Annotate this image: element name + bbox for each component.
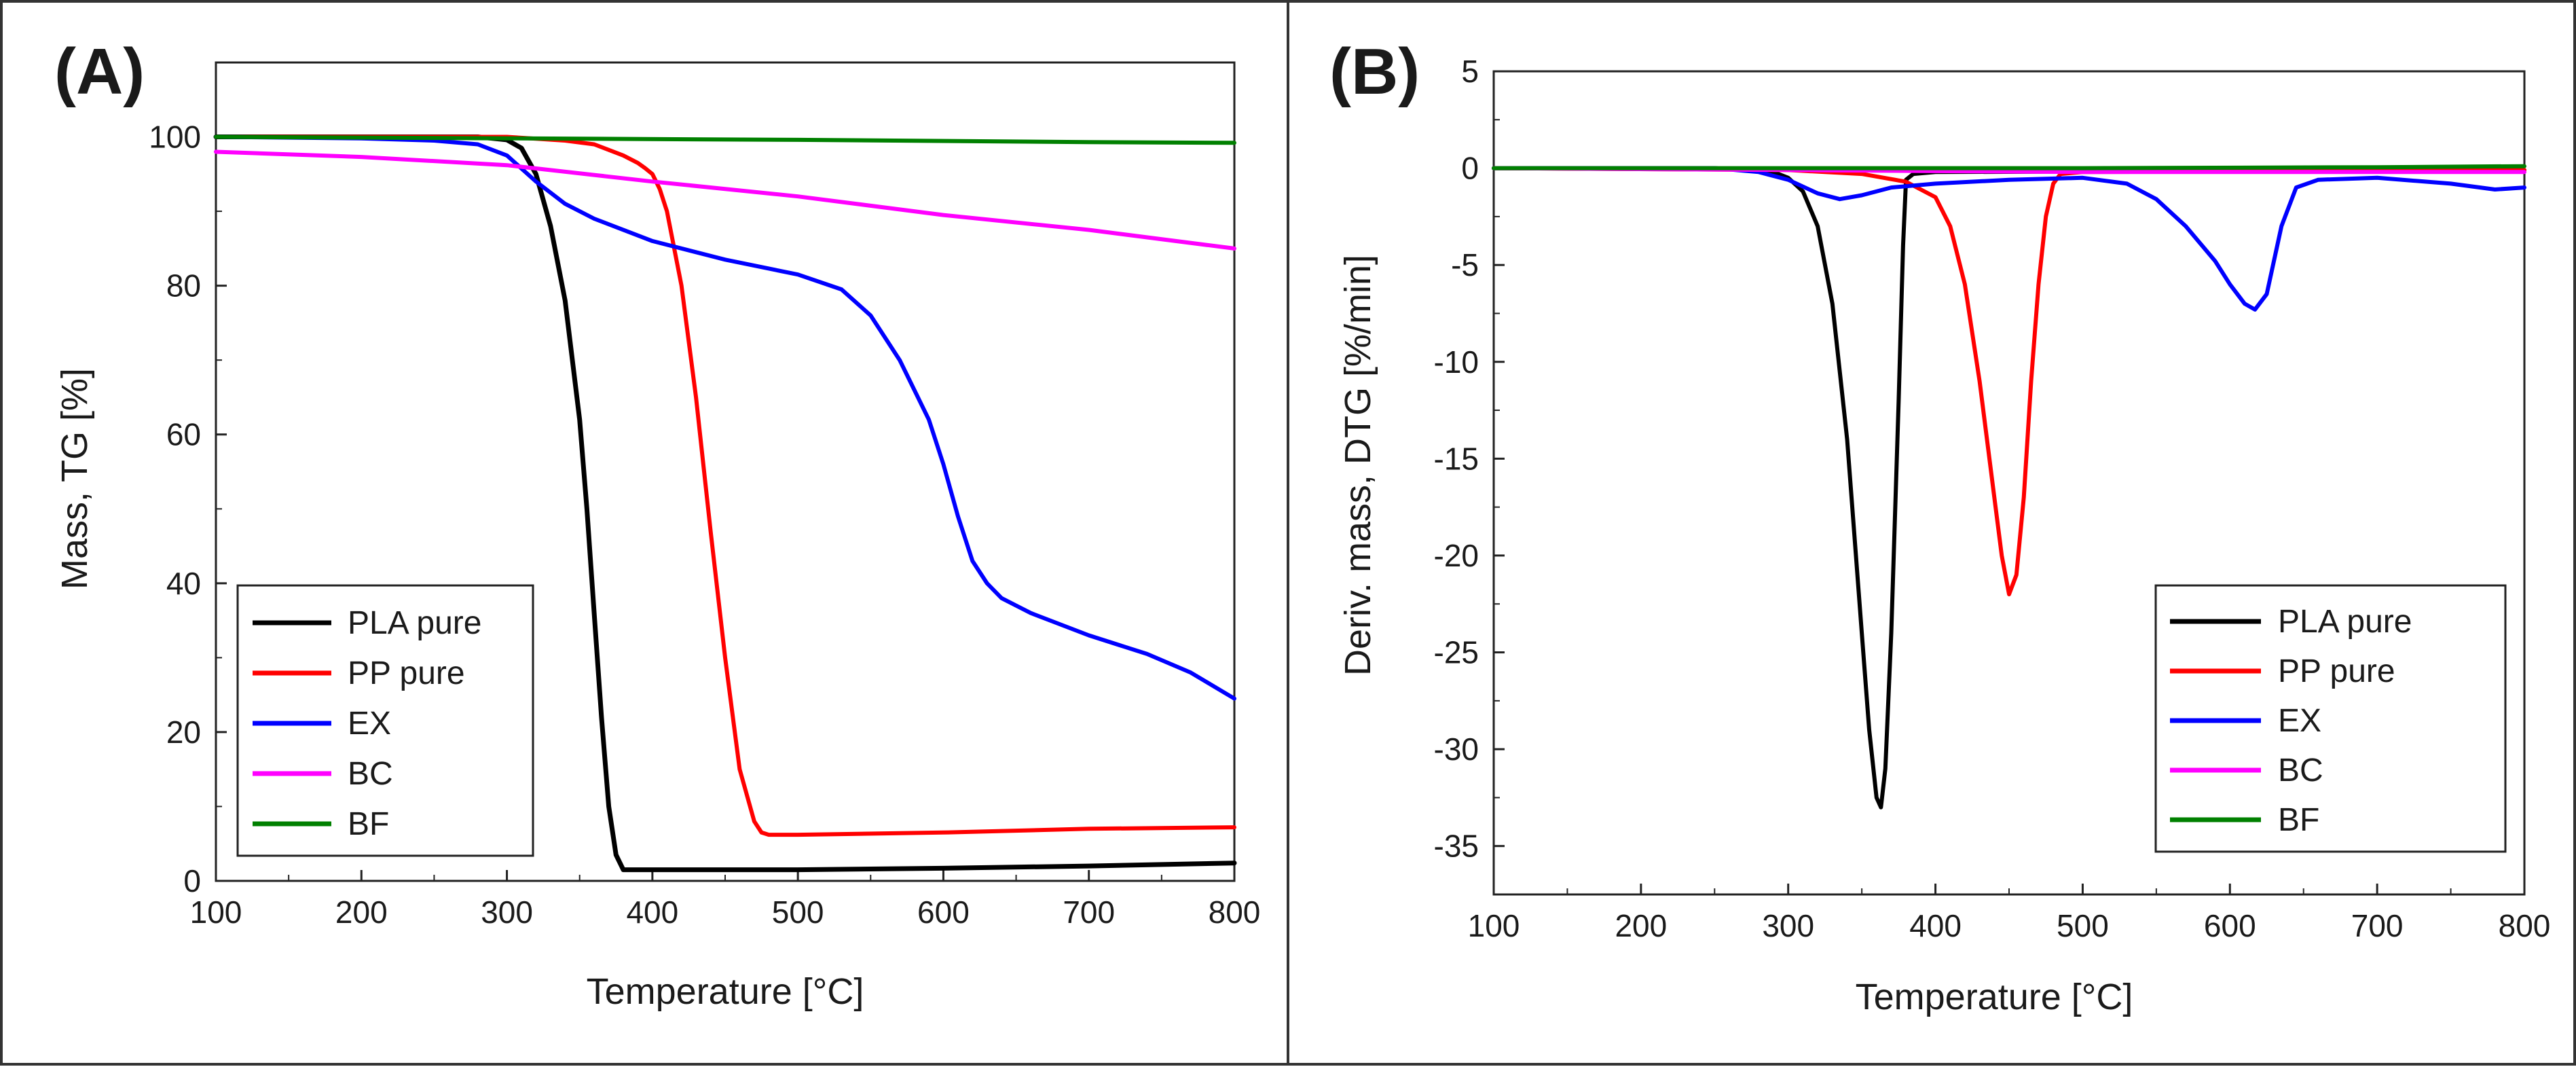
panel-b-xtick-label: 600 xyxy=(2204,908,2256,943)
panel-a-series-pp-pure xyxy=(214,134,1236,837)
panel-a-ytick-label: 40 xyxy=(166,566,201,601)
panel-a-xtick-label: 500 xyxy=(772,894,824,930)
panel-b-ytick-label: -10 xyxy=(1434,344,1479,380)
panel-a-ytick-label: 20 xyxy=(166,714,201,750)
panel-b-xtick-label: 300 xyxy=(1762,908,1814,943)
panel-a-ytick-label: 100 xyxy=(149,120,201,155)
legend-a-pla-pure: PLA pure xyxy=(348,605,481,641)
panel-b-ytick-label: -20 xyxy=(1434,538,1479,573)
panel-b-ytick-label: -35 xyxy=(1434,829,1479,864)
panel-b-ytick-label: -30 xyxy=(1434,731,1479,767)
panel-a-series-pla-pure xyxy=(213,134,1237,873)
panel-b-ytick-label: -25 xyxy=(1434,635,1479,670)
legend-a-pp-pure: PP pure xyxy=(348,655,465,691)
legend-b-bf: BF xyxy=(2278,802,2319,838)
panel-b-ytick-label: 5 xyxy=(1461,54,1479,89)
legend-b-bc: BC xyxy=(2278,753,2323,789)
panel-b-series-bf xyxy=(1492,164,2526,170)
legend-b-ex: EX xyxy=(2278,703,2321,739)
legend-a-bf: BF xyxy=(348,806,389,842)
panel-a-xtick-label: 100 xyxy=(190,894,242,930)
panel-a-xtick-label: 200 xyxy=(335,894,388,930)
panel-a-series-bc xyxy=(214,149,1236,251)
legend-b-pp-pure: PP pure xyxy=(2278,653,2395,689)
panel-a-ytick-label: 80 xyxy=(166,268,201,304)
panel-b-xtick-label: 100 xyxy=(1468,908,1520,943)
panel-a-legend: PLA pure PP pure EX BC BF xyxy=(348,605,481,842)
panel-a-series-ex xyxy=(214,134,1236,701)
panel-a-series-bf xyxy=(214,134,1236,145)
panel-b-letter: (B) xyxy=(1329,35,1420,108)
panel-a-ytick-label: 0 xyxy=(183,863,201,899)
panel-b-xtick-label: 500 xyxy=(2057,908,2109,943)
legend-a-bc: BC xyxy=(348,756,393,792)
panel-b-xtick-label: 800 xyxy=(2499,908,2551,943)
panel-a-legend-box xyxy=(236,584,534,857)
panel-a-ytick-label: 60 xyxy=(166,417,201,452)
panel-b-ytick-label: 0 xyxy=(1461,151,1479,186)
panel-b-ytick-label: -5 xyxy=(1451,247,1479,283)
panel-b-xtick-label: 700 xyxy=(2351,908,2404,943)
panel-b-xtick-label: 400 xyxy=(1909,908,1962,943)
panel-b-ylabel: Deriv. mass, DTG [%/min] xyxy=(1338,255,1378,676)
panel-b-xtick-label: 200 xyxy=(1615,908,1667,943)
panel-a-xtick-label: 600 xyxy=(917,894,970,930)
panel-b-ytick-label: -15 xyxy=(1434,441,1479,476)
panel-b-legend: PLA pure PP pure EX BC BF xyxy=(2278,604,2412,838)
legend-a-ex: EX xyxy=(348,706,391,742)
panel-a-letter: (A) xyxy=(54,35,145,108)
panel-b-xlabel: Temperature [°C] xyxy=(1856,977,2133,1017)
panel-a-xtick-label: 800 xyxy=(1209,894,1261,930)
legend-b-pla-pure: PLA pure xyxy=(2278,604,2412,640)
panel-a-xtick-label: 400 xyxy=(626,894,678,930)
panel-b-series-ex xyxy=(1492,166,2526,312)
panel-a-ylabel: Mass, TG [%] xyxy=(54,368,95,590)
panel-a-xlabel: Temperature [°C] xyxy=(587,971,864,1012)
panel-a-xtick-label: 300 xyxy=(481,894,533,930)
panel-a-xtick-label: 700 xyxy=(1063,894,1115,930)
